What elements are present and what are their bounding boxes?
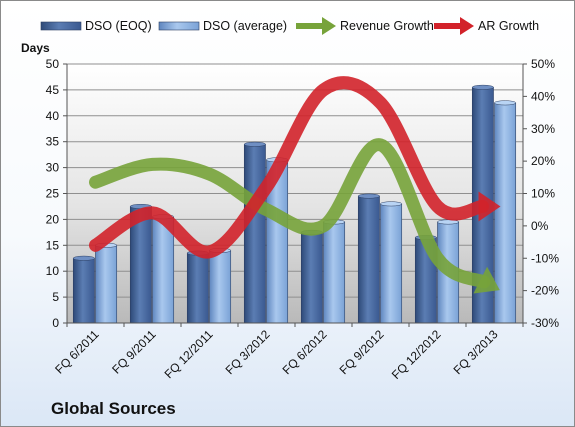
legend-swatch: [40, 21, 82, 31]
bar: [357, 193, 380, 324]
legend-item: DSO (average): [158, 19, 287, 33]
legend-label: AR Growth: [478, 19, 539, 33]
y2-tick-label: -20%: [531, 284, 559, 298]
lines-layer: [89, 76, 501, 294]
x-tick-label: FQ 12/2011: [162, 327, 216, 381]
legend-label: DSO (EOQ): [85, 19, 152, 33]
y-tick-label: 10: [46, 264, 60, 278]
bar: [209, 248, 232, 324]
bars-layer: [72, 84, 517, 324]
x-tick-label: FQ 6/2012: [280, 327, 330, 377]
bar: [95, 242, 118, 324]
y-tick-label: 20: [46, 212, 60, 226]
bar: [72, 255, 95, 324]
y-tick-label: 30: [46, 161, 60, 175]
y-tick-label: 45: [46, 83, 60, 97]
y-tick-label: 25: [46, 187, 60, 201]
y2-tick-label: 30%: [531, 122, 555, 136]
y-tick-label: 40: [46, 109, 60, 123]
y2-tick-label: 0%: [531, 219, 549, 233]
y-tick-label: 35: [46, 135, 60, 149]
y-tick-label: 5: [52, 290, 59, 304]
legend-label: Revenue Growth: [340, 19, 434, 33]
x-tick-label: FQ 6/2011: [52, 327, 102, 377]
y2-tick-label: 10%: [531, 187, 555, 201]
y2-tick-label: -30%: [531, 316, 559, 330]
legend-item: DSO (EOQ): [40, 19, 152, 33]
chart-title: Global Sources: [51, 399, 176, 418]
legend-swatch: [158, 21, 200, 31]
y-tick-label: 50: [46, 57, 60, 71]
legend-item: AR Growth: [434, 17, 539, 35]
x-tick-label: FQ 3/2013: [451, 327, 501, 377]
legend-label: DSO (average): [203, 19, 287, 33]
series-arrowhead: [473, 266, 500, 294]
y2-tick-label: 40%: [531, 89, 555, 103]
bar: [380, 201, 403, 324]
bar: [323, 219, 346, 324]
legend-arrowhead: [460, 17, 474, 35]
legend-arrowhead: [322, 17, 336, 35]
series-arrowhead: [478, 191, 501, 222]
y2-tick-label: 50%: [531, 57, 555, 71]
legend-item: Revenue Growth: [296, 17, 434, 35]
bar: [243, 141, 266, 324]
y2-tick-label: -10%: [531, 251, 559, 265]
legend: DSO (EOQ) DSO (average) Revenue Growth AR G…: [40, 17, 539, 35]
series-line: [89, 76, 501, 259]
bar: [300, 229, 323, 324]
bar: [186, 250, 209, 324]
x-tick-label: FQ 12/2012: [389, 327, 444, 382]
x-tick-label: FQ 9/2011: [109, 327, 159, 377]
x-tick-label: FQ 3/2012: [223, 327, 273, 377]
y-tick-label: 15: [46, 238, 60, 252]
y2-tick-label: 20%: [531, 154, 555, 168]
x-tick-label: FQ 9/2012: [337, 327, 387, 377]
y-axis-title: Days: [21, 41, 50, 55]
series-line: [89, 138, 500, 294]
y-tick-label: 0: [52, 316, 59, 330]
